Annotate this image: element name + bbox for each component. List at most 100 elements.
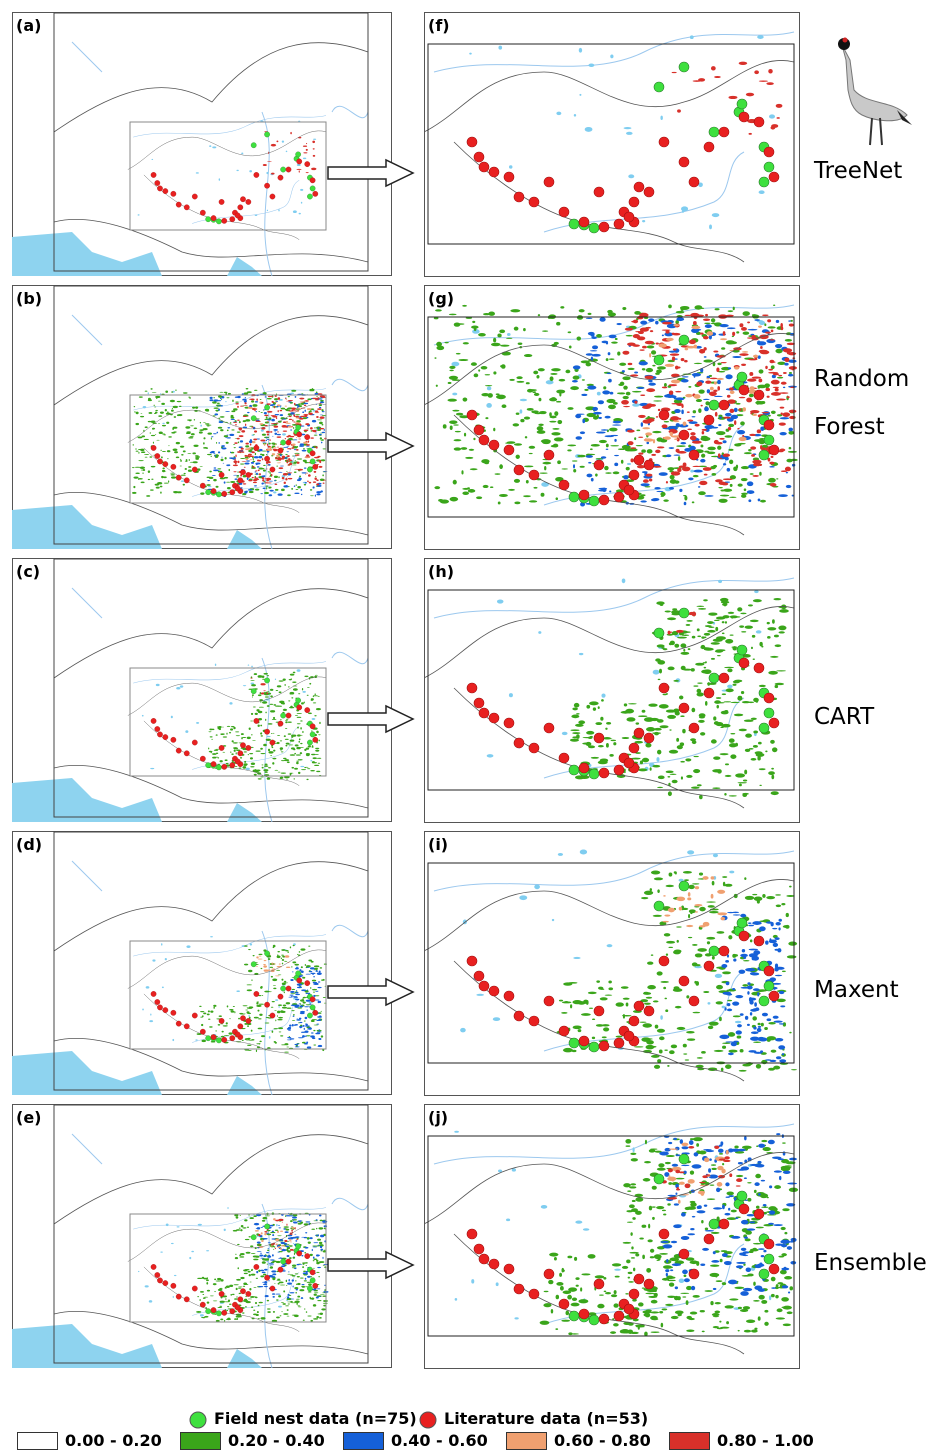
suitability: [276, 140, 278, 142]
lake: [520, 399, 527, 401]
suitability: [780, 432, 787, 435]
suitability: [265, 1295, 269, 1297]
suitability: [173, 406, 178, 408]
suitability: [230, 751, 231, 752]
suitability: [748, 922, 752, 924]
suitability: [254, 478, 258, 479]
suitability: [601, 699, 604, 702]
suitability: [263, 475, 265, 476]
suitability: [783, 348, 792, 352]
suitability: [244, 491, 247, 494]
suitability: [576, 436, 583, 440]
suitability: [168, 480, 169, 482]
suitability: [244, 964, 248, 966]
suitability: [218, 442, 220, 443]
suitability: [250, 459, 253, 460]
suitability: [726, 993, 732, 995]
literature-point: [754, 936, 764, 946]
suitability: [311, 699, 313, 701]
suitability: [275, 414, 280, 415]
suitability: [687, 428, 692, 430]
suitability: [136, 412, 139, 415]
suitability: [642, 427, 650, 429]
suitability: [249, 449, 253, 450]
suitability: [636, 430, 640, 432]
suitability: [664, 915, 670, 917]
suitability: [193, 445, 198, 447]
literature-point: [474, 152, 484, 162]
suitability: [155, 410, 158, 411]
literature-point: [764, 420, 774, 430]
suitability: [206, 484, 210, 486]
literature-point: [254, 1264, 259, 1269]
suitability: [586, 705, 590, 709]
suitability: [273, 1218, 276, 1220]
suitability: [760, 426, 764, 430]
suitability: [286, 1002, 290, 1004]
suitability: [236, 1288, 238, 1290]
literature-point: [634, 728, 644, 738]
suitability: [760, 346, 763, 349]
suitability: [739, 397, 746, 398]
suitability: [296, 169, 301, 170]
literature-point: [739, 931, 749, 941]
suitability: [699, 308, 705, 309]
suitability: [312, 1297, 314, 1300]
suitability: [276, 1299, 279, 1300]
suitability: [478, 333, 486, 336]
suitability: [234, 447, 236, 448]
suitability: [219, 1306, 222, 1307]
suitability: [267, 434, 269, 436]
suitability: [448, 382, 452, 384]
field-nest-point: [280, 1259, 285, 1264]
suitability: [310, 1237, 313, 1239]
suitability: [252, 1296, 256, 1297]
suitability: [313, 1242, 318, 1243]
suitability: [719, 1017, 722, 1021]
suitability: [621, 986, 629, 989]
suitability: [283, 447, 288, 448]
suitability: [189, 459, 190, 461]
suitability: [257, 1010, 259, 1012]
suitability: [733, 1015, 741, 1017]
suitability: [628, 368, 635, 370]
panel-label: (a): [16, 16, 41, 35]
suitability: [769, 462, 774, 465]
suitability: [206, 425, 211, 426]
suitability: [316, 1024, 319, 1025]
suitability: [769, 938, 771, 943]
suitability: [242, 1227, 246, 1228]
suitability: [183, 450, 186, 452]
suitability: [633, 334, 640, 338]
suitability: [316, 396, 318, 397]
suitability: [275, 444, 276, 445]
suitability: [725, 1305, 734, 1308]
suitability: [739, 1070, 747, 1072]
suitability: [749, 949, 758, 951]
suitability: [245, 423, 246, 426]
suitability: [261, 412, 263, 413]
suitability: [781, 382, 787, 385]
suitability: [292, 989, 295, 990]
suitability: [297, 1018, 298, 1019]
suitability: [197, 468, 200, 470]
suitability: [260, 423, 264, 425]
suitability: [308, 1283, 312, 1285]
suitability: [296, 1284, 298, 1285]
suitability: [747, 337, 752, 338]
suitability: [294, 1234, 296, 1235]
suitability: [671, 1316, 679, 1319]
suitability: [284, 1052, 288, 1053]
suitability: [288, 686, 290, 687]
suitability: [280, 1248, 282, 1251]
suitability: [716, 431, 725, 435]
suitability: [589, 1008, 593, 1009]
suitability: [215, 749, 219, 750]
suitability: [313, 976, 315, 977]
suitability: [769, 339, 775, 340]
suitability: [294, 964, 299, 966]
suitability: [314, 765, 319, 766]
suitability: [717, 769, 722, 774]
suitability: [275, 489, 279, 491]
literature-point: [644, 1006, 654, 1016]
